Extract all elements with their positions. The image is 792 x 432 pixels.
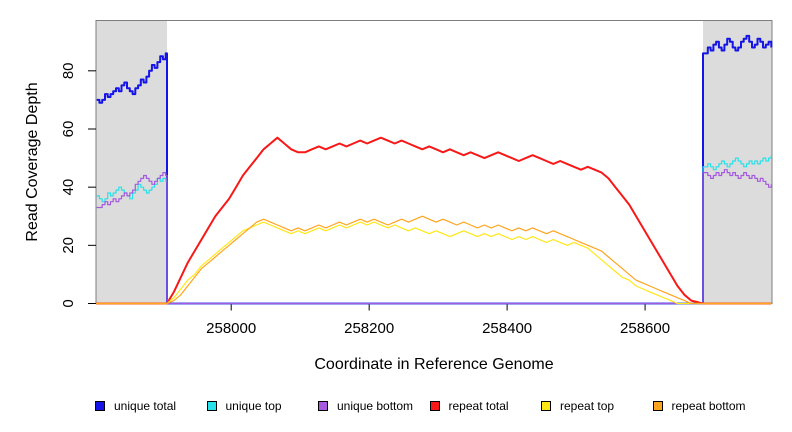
series-unique-bottom [96, 169, 772, 305]
y-axis-title: Read Coverage Depth [24, 82, 41, 242]
y-tick-label: 0 [60, 299, 77, 307]
series-repeat-total [96, 136, 772, 305]
y-tick-label: 60 [60, 121, 77, 138]
series-repeat-bottom [96, 215, 772, 305]
y-tick-label: 20 [60, 237, 77, 254]
y-tick-label: 40 [60, 179, 77, 196]
x-tick-label: 258000 [206, 320, 256, 337]
series-repeat-top [96, 221, 772, 305]
series-unique-total [96, 34, 773, 305]
unique-region-left [96, 20, 168, 304]
x-tick-label: 258600 [620, 320, 670, 337]
x-tick-label: 258400 [482, 320, 532, 337]
x-axis-title: Coordinate in Reference Genome [314, 356, 554, 373]
series-unique-top [96, 155, 772, 305]
x-tick-label: 258200 [344, 320, 394, 337]
unique-region-right [703, 20, 772, 304]
y-tick-label: 80 [60, 62, 77, 79]
plot-box [95, 20, 773, 304]
